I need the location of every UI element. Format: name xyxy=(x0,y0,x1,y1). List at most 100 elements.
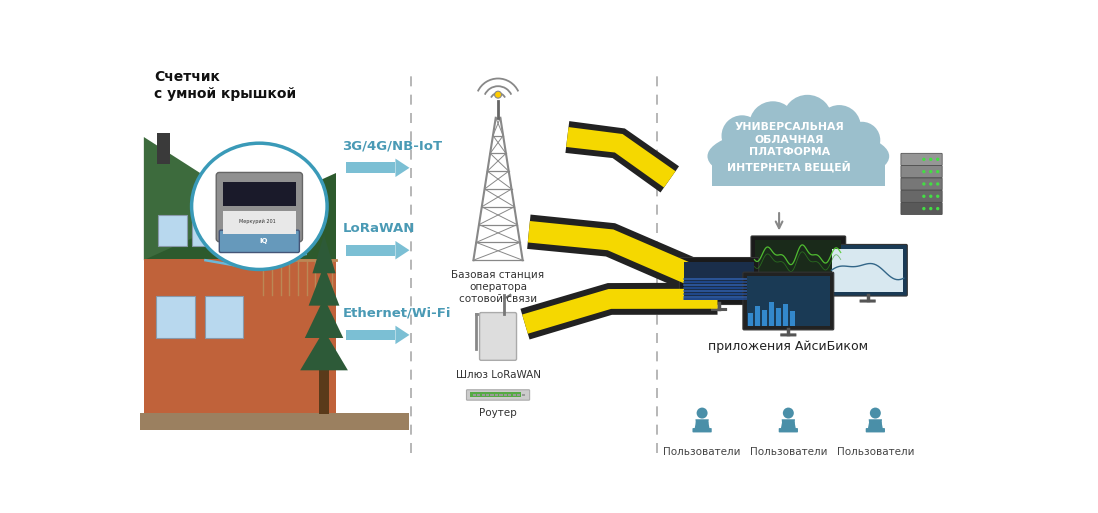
FancyBboxPatch shape xyxy=(508,393,512,397)
FancyBboxPatch shape xyxy=(220,230,300,252)
Ellipse shape xyxy=(707,127,889,186)
FancyBboxPatch shape xyxy=(901,178,942,190)
FancyBboxPatch shape xyxy=(769,303,774,326)
FancyBboxPatch shape xyxy=(470,392,520,398)
Polygon shape xyxy=(395,326,410,344)
FancyBboxPatch shape xyxy=(472,393,475,397)
FancyBboxPatch shape xyxy=(743,272,833,330)
Circle shape xyxy=(922,157,926,161)
Text: Счетчик
с умной крышкой: Счетчик с умной крышкой xyxy=(154,70,296,101)
FancyBboxPatch shape xyxy=(191,215,220,246)
Polygon shape xyxy=(313,235,336,273)
Circle shape xyxy=(783,407,794,419)
FancyBboxPatch shape xyxy=(478,393,480,397)
Text: Базовая станция
оператора
сотовой связи: Базовая станция оператора сотовой связи xyxy=(451,269,545,304)
FancyBboxPatch shape xyxy=(223,211,295,234)
Circle shape xyxy=(494,91,502,98)
FancyBboxPatch shape xyxy=(225,215,254,246)
FancyBboxPatch shape xyxy=(783,304,788,326)
FancyBboxPatch shape xyxy=(157,133,170,164)
Polygon shape xyxy=(144,173,336,260)
Text: Роутер: Роутер xyxy=(479,408,517,418)
FancyBboxPatch shape xyxy=(754,306,760,326)
Polygon shape xyxy=(782,419,795,429)
FancyBboxPatch shape xyxy=(486,393,489,397)
Circle shape xyxy=(721,115,762,156)
Polygon shape xyxy=(523,289,717,334)
Circle shape xyxy=(922,182,926,186)
FancyBboxPatch shape xyxy=(467,390,529,400)
FancyBboxPatch shape xyxy=(517,393,520,397)
Text: приложения АйсиБиком: приложения АйсиБиком xyxy=(708,340,869,352)
Polygon shape xyxy=(695,422,709,429)
Polygon shape xyxy=(565,121,679,192)
Circle shape xyxy=(696,407,707,419)
FancyBboxPatch shape xyxy=(865,428,885,432)
Circle shape xyxy=(929,170,932,173)
FancyBboxPatch shape xyxy=(781,333,796,337)
Circle shape xyxy=(929,182,932,186)
Polygon shape xyxy=(395,159,410,177)
Circle shape xyxy=(935,207,940,210)
FancyBboxPatch shape xyxy=(776,308,782,326)
FancyBboxPatch shape xyxy=(139,412,410,429)
FancyBboxPatch shape xyxy=(500,393,503,397)
FancyBboxPatch shape xyxy=(778,428,798,432)
FancyBboxPatch shape xyxy=(318,369,329,414)
Circle shape xyxy=(783,95,832,145)
Polygon shape xyxy=(144,137,336,260)
FancyBboxPatch shape xyxy=(495,393,498,397)
Circle shape xyxy=(935,182,940,186)
FancyBboxPatch shape xyxy=(860,300,876,303)
Polygon shape xyxy=(527,214,709,295)
Circle shape xyxy=(929,157,932,161)
Polygon shape xyxy=(346,163,395,173)
FancyBboxPatch shape xyxy=(901,190,942,202)
FancyBboxPatch shape xyxy=(522,393,525,397)
FancyBboxPatch shape xyxy=(710,308,727,311)
Bar xyxy=(712,156,885,186)
Polygon shape xyxy=(305,298,344,338)
Polygon shape xyxy=(695,419,708,429)
Polygon shape xyxy=(346,245,395,255)
Polygon shape xyxy=(300,330,348,370)
Text: IQ: IQ xyxy=(259,238,268,244)
FancyBboxPatch shape xyxy=(513,393,516,397)
FancyBboxPatch shape xyxy=(901,166,942,177)
Text: Ethernet/Wi-Fi: Ethernet/Wi-Fi xyxy=(343,306,451,320)
FancyBboxPatch shape xyxy=(755,240,841,280)
Circle shape xyxy=(922,207,926,210)
Circle shape xyxy=(929,207,932,210)
FancyBboxPatch shape xyxy=(748,313,753,326)
Circle shape xyxy=(843,122,881,159)
FancyBboxPatch shape xyxy=(762,310,768,326)
Text: Шлюз LoRaWAN: Шлюз LoRaWAN xyxy=(456,369,540,380)
Circle shape xyxy=(922,170,926,173)
Text: 3G/4G/NB-IoT: 3G/4G/NB-IoT xyxy=(343,140,442,152)
Polygon shape xyxy=(567,127,675,188)
Text: УНИВЕРСАЛЬНАЯ
ОБЛАЧНАЯ
ПЛАТФОРМА
ИНТЕРНЕТА ВЕЩЕЙ: УНИВЕРСАЛЬНАЯ ОБЛАЧНАЯ ПЛАТФОРМА ИНТЕРНЕ… xyxy=(727,122,851,172)
FancyBboxPatch shape xyxy=(223,183,295,206)
Circle shape xyxy=(818,105,861,148)
Polygon shape xyxy=(520,283,717,340)
Text: Меркурий 201: Меркурий 201 xyxy=(239,219,276,224)
Text: LoRaWAN: LoRaWAN xyxy=(343,222,415,235)
FancyBboxPatch shape xyxy=(158,215,187,246)
FancyBboxPatch shape xyxy=(216,172,302,242)
FancyBboxPatch shape xyxy=(482,393,484,397)
FancyBboxPatch shape xyxy=(204,297,243,338)
FancyBboxPatch shape xyxy=(747,277,829,326)
Ellipse shape xyxy=(191,143,327,269)
Circle shape xyxy=(749,101,797,149)
Circle shape xyxy=(870,407,881,419)
Polygon shape xyxy=(346,329,395,340)
FancyBboxPatch shape xyxy=(901,203,942,214)
Text: Пользователи: Пользователи xyxy=(663,447,741,457)
FancyBboxPatch shape xyxy=(504,393,507,397)
FancyBboxPatch shape xyxy=(491,393,494,397)
FancyBboxPatch shape xyxy=(791,311,795,326)
Circle shape xyxy=(929,194,932,198)
FancyBboxPatch shape xyxy=(832,249,903,292)
Circle shape xyxy=(935,170,940,173)
Polygon shape xyxy=(528,221,706,289)
